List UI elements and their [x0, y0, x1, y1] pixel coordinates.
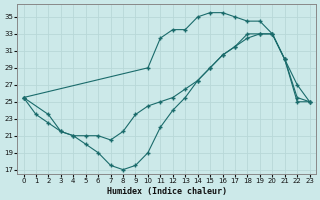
X-axis label: Humidex (Indice chaleur): Humidex (Indice chaleur): [107, 187, 227, 196]
